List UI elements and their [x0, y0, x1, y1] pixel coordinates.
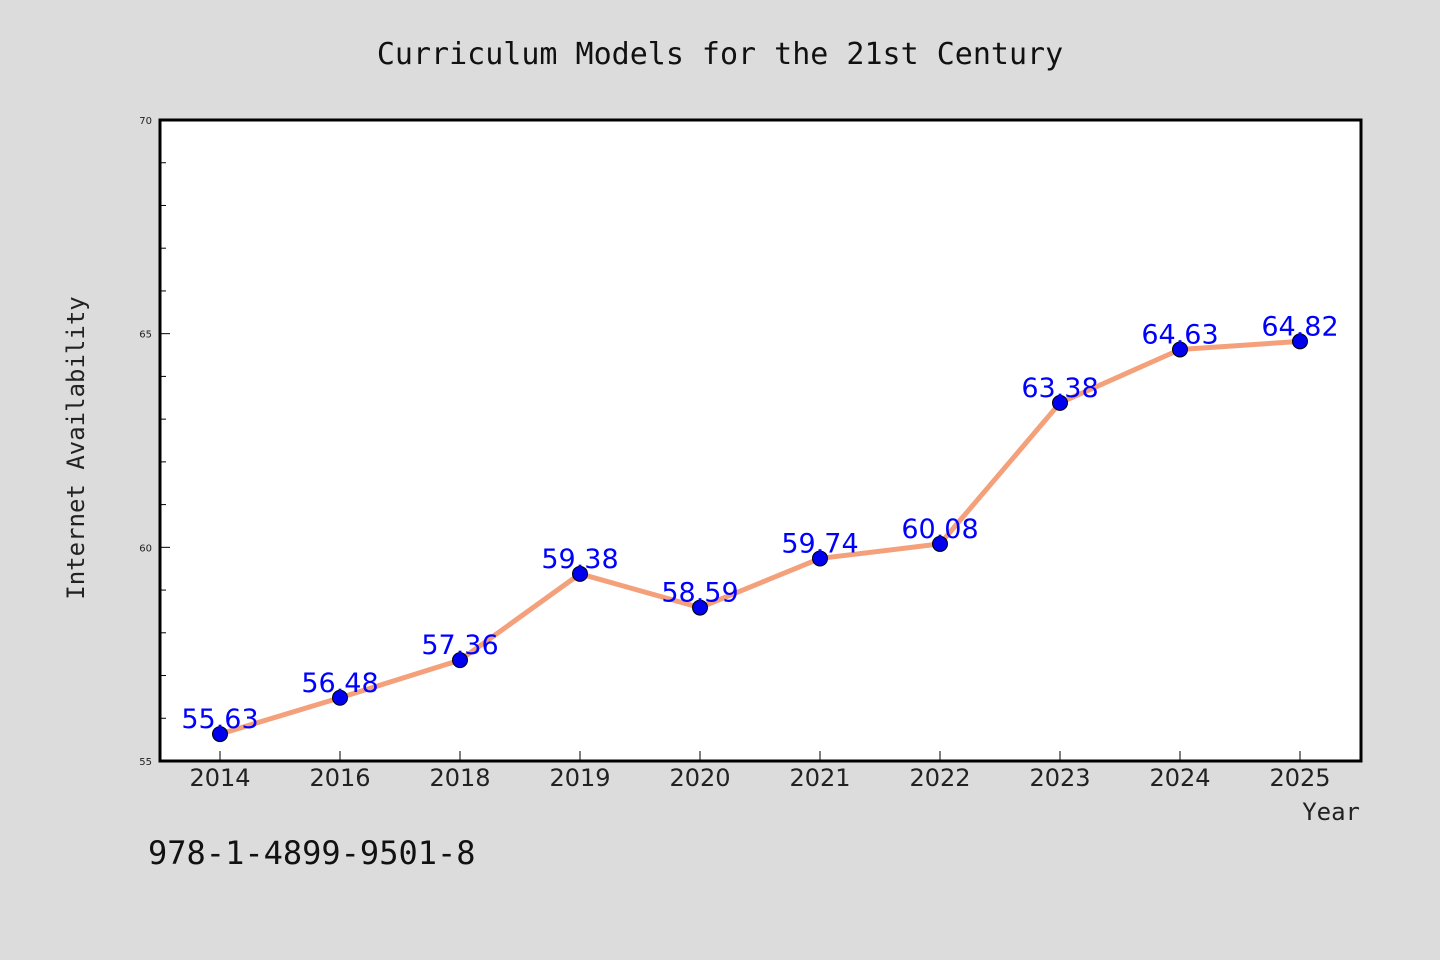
data-point [572, 565, 588, 582]
x-tick-label: 2025 [1269, 764, 1330, 792]
x-tick-label: 2022 [909, 764, 970, 792]
data-labels: 55.63 56.48 57.36 59.38 58.59 59.74 60.08 63.38… [181, 311, 1338, 735]
data-label: 58.59 [661, 578, 738, 609]
data-label: 59.38 [541, 544, 618, 575]
chart-title: Curriculum Models for the 21st Century [377, 37, 1063, 72]
x-tick-label: 2014 [189, 764, 250, 792]
x-tick-label: 2024 [1149, 764, 1210, 792]
y-tick-label: 55 [139, 757, 152, 768]
data-label: 64.82 [1261, 311, 1338, 342]
plot-area [158, 118, 1363, 763]
x-tick-label: 2016 [309, 764, 370, 792]
data-point [1292, 333, 1308, 350]
data-point [932, 535, 948, 552]
data-label: 55.63 [181, 704, 258, 735]
data-label: 60.08 [901, 514, 978, 545]
data-point [452, 652, 468, 669]
data-point [1052, 394, 1068, 411]
data-label: 64.63 [1141, 319, 1218, 350]
x-axis-ticks: 2014 2016 2018 2019 2020 2021 2022 2023 2024 2025 [189, 751, 1331, 792]
data-label: 57.36 [421, 630, 498, 661]
series-group [212, 333, 1308, 743]
data-point [812, 550, 828, 567]
y-axis-label: Internet Availability [62, 296, 90, 599]
data-point [212, 726, 228, 743]
data-label: 56.48 [301, 668, 378, 699]
x-tick-label: 2023 [1029, 764, 1090, 792]
y-axis-ticks: 55 60 65 70 [139, 116, 170, 768]
y-tick-label: 65 [139, 330, 152, 341]
x-tick-label: 2020 [669, 764, 730, 792]
x-tick-label: 2018 [429, 764, 490, 792]
data-point [692, 599, 708, 616]
y-tick-label: 60 [139, 543, 152, 554]
y-tick-label: 70 [139, 116, 152, 127]
x-tick-label: 2019 [549, 764, 610, 792]
data-point [1172, 341, 1188, 358]
x-axis-label: Year [1302, 798, 1360, 826]
isbn-text: 978-1-4899-9501-8 [148, 834, 476, 872]
x-tick-label: 2021 [789, 764, 850, 792]
data-label: 63.38 [1021, 373, 1098, 404]
series-line [219, 338, 1301, 737]
data-label: 59.74 [781, 528, 858, 559]
data-point [332, 689, 348, 706]
